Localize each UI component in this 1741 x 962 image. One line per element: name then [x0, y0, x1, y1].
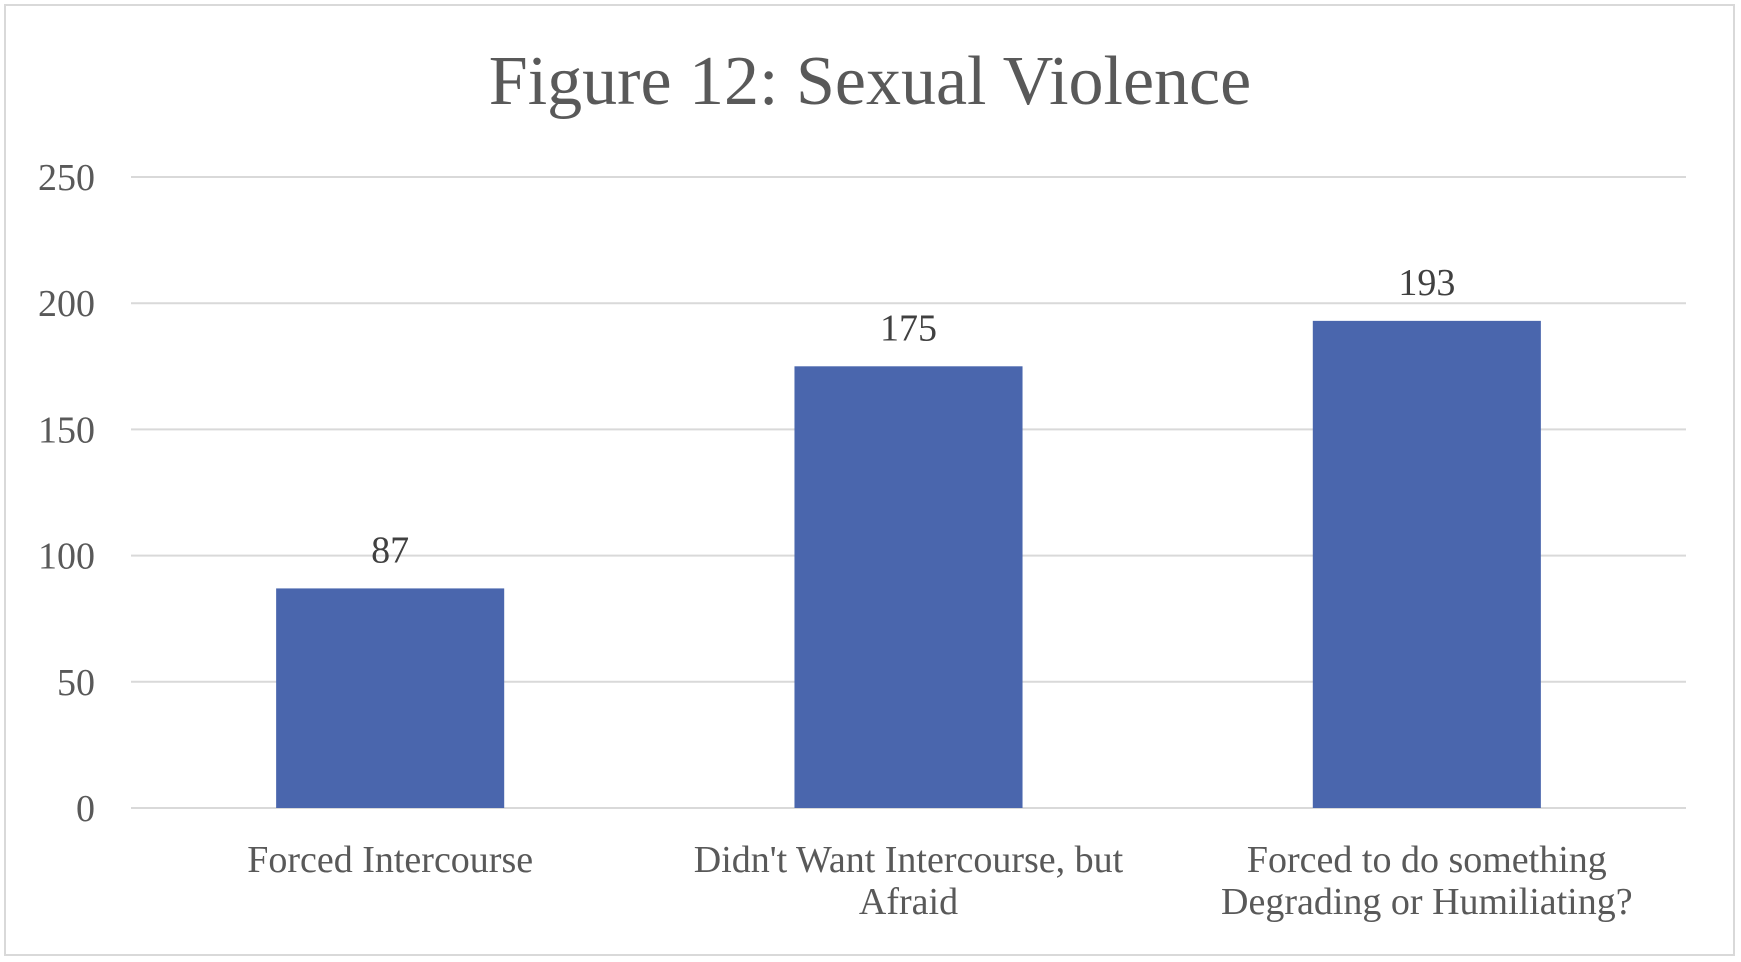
- chart-title: Figure 12: Sexual Violence: [489, 43, 1251, 120]
- x-category-label-line: Degrading or Humiliating?: [1221, 881, 1633, 923]
- data-labels: 87 175 193: [371, 262, 1455, 572]
- bar-1: [276, 588, 505, 808]
- x-category-label-line: Forced Intercourse: [247, 839, 533, 881]
- x-category-label-1: Forced Intercourse: [247, 839, 533, 881]
- y-tick-label-200: 200: [38, 283, 95, 325]
- y-tick-label-250: 250: [38, 157, 95, 199]
- x-category-label-3: Forced to do something Degrading or Humil…: [1221, 839, 1633, 923]
- x-category-label-line: Forced to do something: [1247, 839, 1607, 881]
- x-axis-categories: Forced Intercourse Didn't Want Intercours…: [247, 839, 1632, 923]
- bar-2: [794, 366, 1023, 808]
- data-label-2: 175: [880, 307, 937, 349]
- x-category-label-line: Afraid: [859, 881, 958, 923]
- data-label-3: 193: [1398, 262, 1455, 304]
- y-tick-label-0: 0: [76, 788, 95, 830]
- y-tick-label-150: 150: [38, 409, 95, 451]
- bar-3: [1312, 320, 1541, 808]
- y-axis-ticks: 0 50 100 150 200 250: [38, 157, 95, 830]
- bars: [276, 320, 1541, 808]
- y-tick-label-100: 100: [38, 536, 95, 578]
- data-label-1: 87: [371, 529, 409, 571]
- x-category-label-2: Didn't Want Intercourse, but Afraid: [694, 839, 1124, 923]
- x-category-label-line: Didn't Want Intercourse, but: [694, 839, 1124, 881]
- y-tick-label-50: 50: [57, 662, 95, 704]
